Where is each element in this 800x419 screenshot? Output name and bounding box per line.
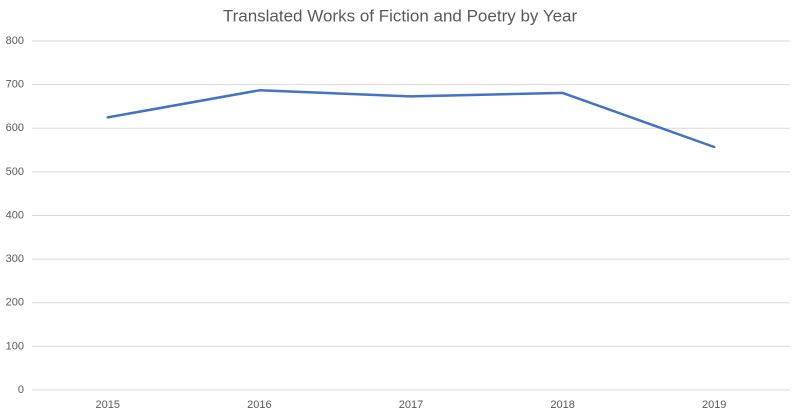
x-tick-label: 2019 [702,399,726,411]
data-line [106,89,716,149]
y-tick-label: 500 [6,166,24,178]
y-tick-label: 200 [6,297,24,309]
y-tick-label: 800 [6,35,24,47]
y-tick-label: 600 [6,122,24,134]
x-tick-label: 2017 [399,399,423,411]
y-tick-label: 300 [6,253,24,265]
y-tick-label: 400 [6,209,24,221]
y-tick-label: 700 [6,79,24,91]
y-tick-label: 0 [18,384,24,396]
x-tick-label: 2015 [96,399,120,411]
y-tick-label: 100 [6,340,24,352]
x-tick-label: 2016 [247,399,271,411]
chart-title: Translated Works of Fiction and Poetry b… [223,6,578,25]
x-tick-label: 2018 [550,399,574,411]
